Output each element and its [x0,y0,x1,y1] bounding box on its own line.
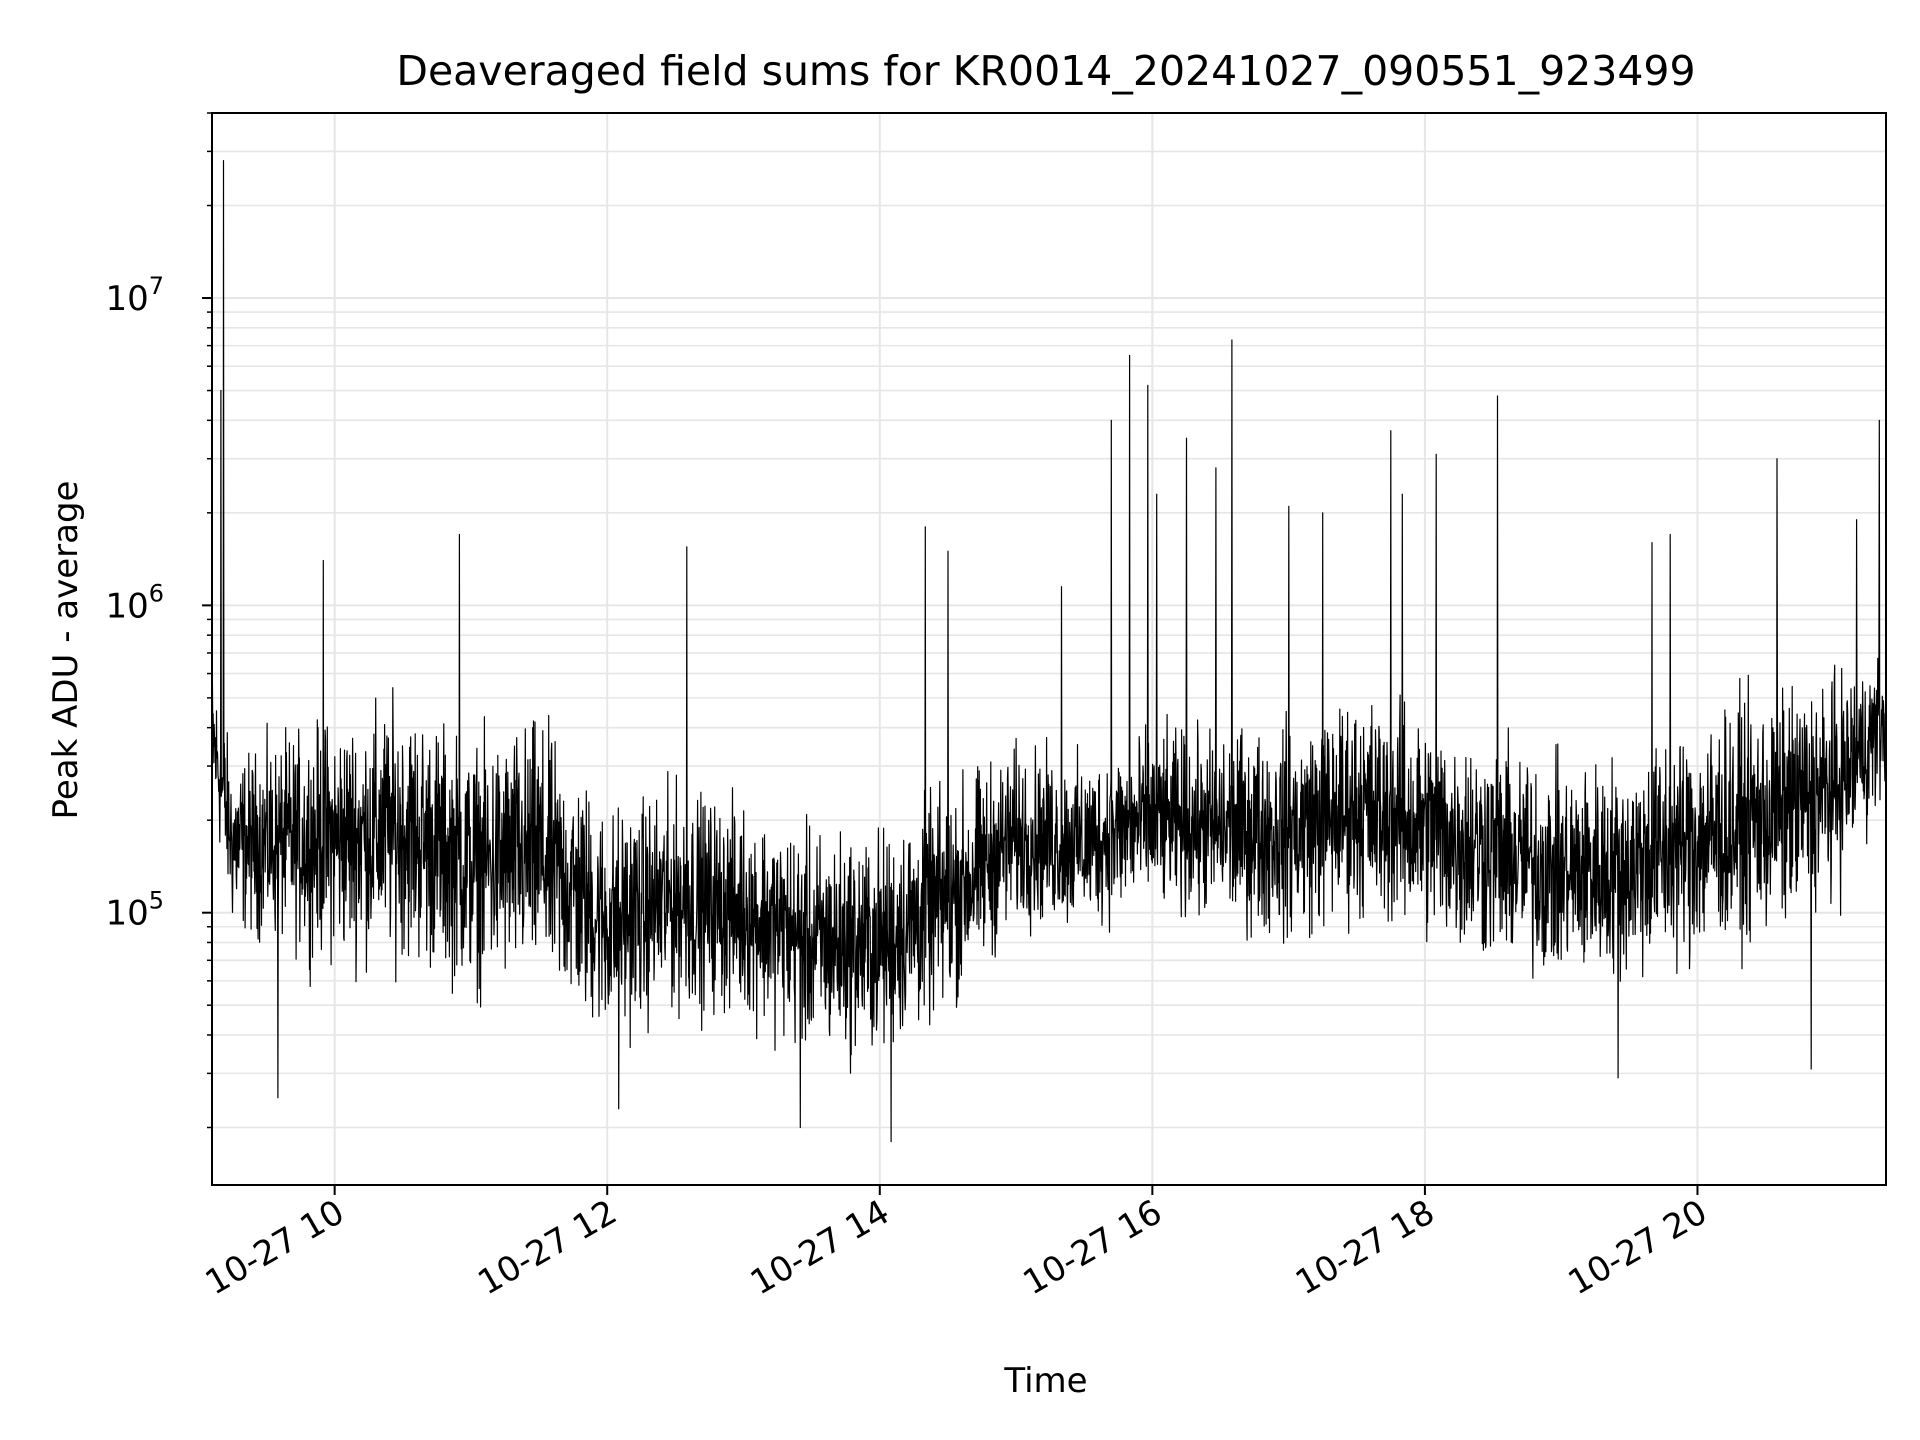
y-tick-base: 10 [105,586,148,626]
x-axis-label: Time [1003,1361,1087,1401]
y-tick-exponent: 7 [149,272,164,300]
y-tick-label: 106 [105,579,164,626]
series-line [212,160,1886,1143]
y-tick-exponent: 6 [149,579,164,607]
y-tick-base: 10 [105,279,148,319]
plot-frame [211,112,1887,1186]
y-axis-label: Peak ADU - average [46,481,86,820]
y-tick-base: 10 [105,894,148,934]
y-tick-label: 107 [105,272,164,319]
chart-title: Deaveraged field sums for KR0014_2024102… [396,47,1695,95]
y-tick-label: 105 [105,887,164,934]
data-series [212,160,1886,1143]
y-tick-exponent: 5 [149,887,164,915]
